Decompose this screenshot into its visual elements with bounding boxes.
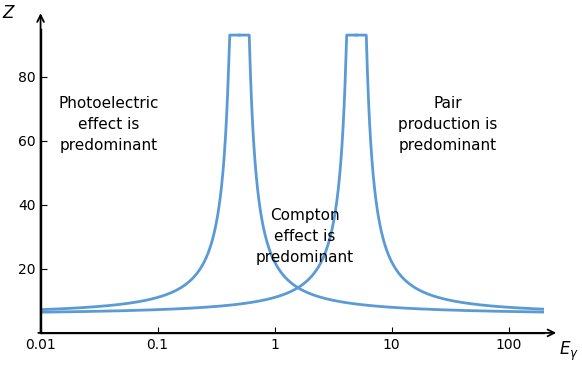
- Text: Photoelectric
effect is
predominant: Photoelectric effect is predominant: [58, 96, 159, 153]
- Text: Compton
effect is
predominant: Compton effect is predominant: [255, 208, 354, 265]
- Text: $E_\gamma$: $E_\gamma$: [559, 339, 579, 363]
- Text: Z: Z: [2, 4, 13, 22]
- Text: Pair
production is
predominant: Pair production is predominant: [398, 96, 497, 153]
